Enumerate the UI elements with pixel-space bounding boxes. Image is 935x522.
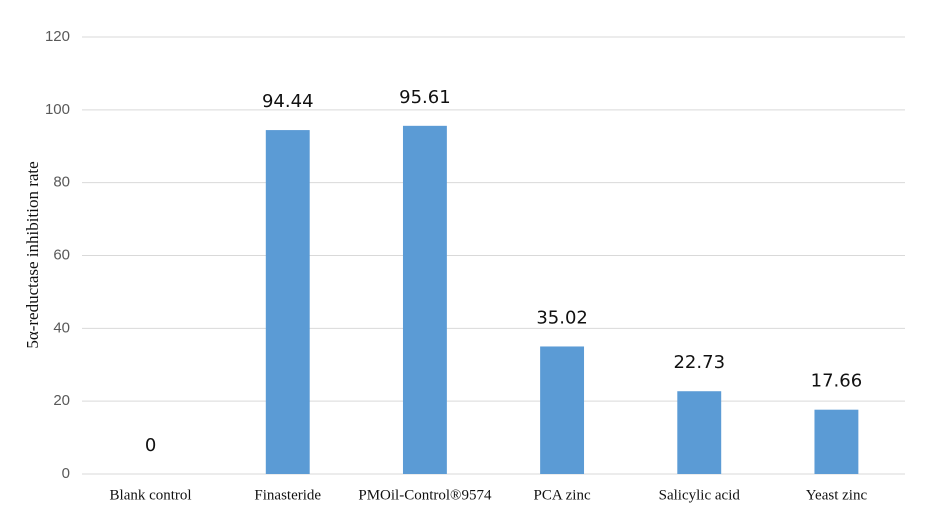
x-tick-label: PCA zinc	[534, 487, 591, 503]
value-label: 94.44	[262, 91, 314, 112]
value-label: 22.73	[673, 352, 725, 373]
value-label: 95.61	[399, 87, 451, 108]
x-tick-label: Blank control	[110, 487, 192, 503]
y-tick-label: 60	[53, 246, 70, 263]
y-tick-label: 80	[53, 174, 70, 191]
x-tick-label: Finasteride	[254, 487, 321, 503]
x-tick-label: Salicylic acid	[659, 487, 741, 503]
y-tick-label: 20	[53, 392, 70, 409]
y-tick-label: 100	[45, 101, 70, 118]
bar	[402, 125, 447, 474]
bar	[265, 130, 310, 474]
y-tick-label: 120	[45, 28, 70, 45]
bar	[814, 409, 859, 474]
y-tick-label: 40	[53, 319, 70, 336]
value-label: 35.02	[536, 307, 588, 328]
y-axis-label: 5α-reductase inhibition rate	[23, 161, 42, 348]
bar	[540, 346, 585, 474]
x-tick-label: Yeast zinc	[806, 487, 868, 503]
value-label: 0	[145, 435, 156, 456]
bar	[677, 391, 722, 474]
x-tick-label: PMOil-Control®9574	[358, 487, 492, 503]
value-label: 17.66	[811, 371, 863, 392]
y-tick-label: 0	[62, 465, 70, 482]
